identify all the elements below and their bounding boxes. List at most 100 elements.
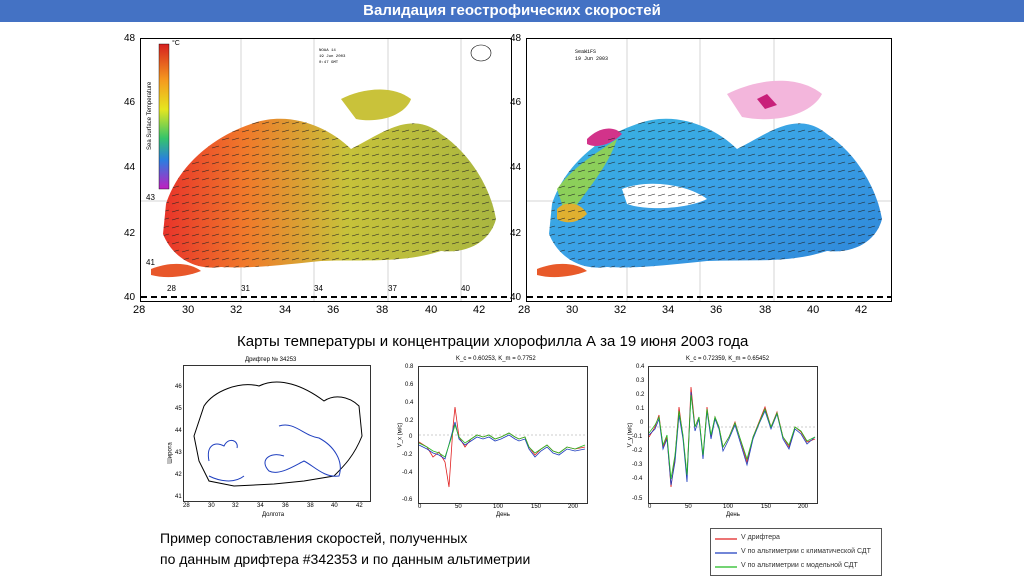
drifter-xlabel: Долгота [262,512,285,518]
chl-stamp-1: SeaWiFS [575,49,596,55]
vy-xtick: 50 [685,504,692,510]
drifter-ytick: 46 [175,384,182,390]
sst-stamp-3: 0:47 GMT [319,61,339,65]
drifter-ytick: 43 [175,450,182,456]
velocity-legend: V дрифтера V по альтиметрии с климатичес… [710,528,882,576]
sst-ytick: 44 [124,162,136,173]
vy-ytick: -0.2 [632,448,643,454]
vx-xtick: 150 [531,504,542,510]
colorbar-label: Sea Surface Temperature [147,81,153,150]
sst-ytick: 42 [124,228,136,239]
vx-ytick: 0.2 [405,418,414,424]
drifter-xtick: 32 [232,503,239,509]
chlorophyll-map-graphic: SeaWiFS 19 Jun 2003 [527,39,891,301]
title-bar [0,0,1024,22]
maps-caption: Карты температуры и концентрации хлорофи… [237,333,749,350]
sst-xtick: 34 [279,304,292,316]
vy-ytick: 0.4 [636,364,645,370]
legend-item-climatic: V по альтиметрии с климатической СДТ [741,548,871,555]
vx-ylabel: V_x (м/с) [397,422,404,448]
sst-stamp-1: NOAA 14 [319,49,336,53]
drifter-xtick: 42 [356,503,363,509]
vx-plot [418,366,588,504]
vy-plot-title: K_c = 0.72359, K_m = 0.65452 [686,356,770,362]
drifter-ytick: 44 [175,428,182,434]
vy-ytick: 0.2 [636,392,645,398]
vy-xtick: 100 [723,504,734,510]
sst-inner-lon-40: 40 [461,284,470,293]
drifter-track-graphic [193,381,363,487]
chl-xtick: 32 [614,304,627,316]
vy-xlabel: День [726,512,740,518]
vx-ytick: -0.4 [402,470,413,476]
sst-inner-lon-28: 28 [167,284,176,293]
vy-xtick: 150 [761,504,772,510]
vy-ytick: 0.3 [636,378,645,384]
drifter-ytick: 45 [175,406,182,412]
vy-ytick: -0.5 [632,496,643,502]
drifter-ylabel: Широта [167,442,174,464]
vy-ytick: -0.3 [632,462,643,468]
vx-xtick: 50 [455,504,462,510]
sst-xtick: 32 [230,304,243,316]
colorbar-unit: °C [172,40,180,47]
vy-ytick: 0.1 [636,406,645,412]
vx-ytick: 0 [409,434,413,440]
vy-ytick: -0.1 [632,434,643,440]
sst-ytick: 41 [146,258,155,267]
example-caption-line1: Пример сопоставления скоростей, полученн… [160,530,468,546]
chl-ytick: 48 [510,33,522,44]
vx-xtick: 0 [418,504,422,510]
sst-inner-lon-34: 34 [314,284,323,293]
sst-map-graphic: NOAA 14 19 Jun 2003 0:47 GMT 28 31 34 37… [141,39,511,301]
vx-ytick: 0.8 [405,364,414,370]
vx-ytick: 0.4 [405,400,414,406]
sst-stamp-2: 19 Jun 2003 [319,55,346,59]
sst-ytick: 48 [124,33,136,44]
chl-xtick: 40 [807,304,820,316]
drifter-xtick: 40 [331,503,338,509]
institute-logo-icon [470,44,492,62]
chl-ytick: 42 [510,228,522,239]
vx-ytick: -0.2 [402,452,413,458]
legend-item-drifter: V дрифтера [741,534,780,541]
chl-xtick: 38 [759,304,772,316]
sst-map: NOAA 14 19 Jun 2003 0:47 GMT 28 31 34 37… [140,38,512,302]
sst-inner-lon-37: 37 [388,284,397,293]
chl-xtick: 28 [518,304,531,316]
vx-plot-title: K_c = 0.60253, K_m = 0.7752 [456,356,536,362]
chl-ytick: 46 [510,97,522,108]
sst-xtick: 38 [376,304,389,316]
drifter-ytick: 42 [175,472,182,478]
sst-ytick: 43 [146,193,155,202]
vy-xtick: 0 [648,504,652,510]
vy-ylabel: V_y (м/с) [627,422,634,448]
chl-ytick: 40 [510,292,522,303]
vy-xtick: 200 [798,504,809,510]
drifter-xtick: 30 [208,503,215,509]
vy-ytick: 0 [640,420,644,426]
drifter-track-plot [183,365,371,502]
sst-ytick: 40 [124,292,136,303]
chl-xtick: 34 [662,304,675,316]
sst-xtick: 42 [473,304,486,316]
chl-stamp-2: 19 Jun 2003 [575,56,608,62]
vx-xtick: 200 [568,504,579,510]
vx-xlabel: День [496,512,510,518]
chl-xtick: 42 [855,304,868,316]
vx-ytick: -0.6 [402,497,413,503]
chl-xtick: 30 [566,304,579,316]
sst-xtick: 40 [425,304,438,316]
chl-xtick: 36 [710,304,723,316]
sst-xtick: 28 [133,304,146,316]
drifter-plot-title: Дрифтер № 34253 [245,357,297,363]
example-caption-line2: по данным дрифтера #342353 и по данным а… [160,551,531,567]
drifter-xtick: 36 [282,503,289,509]
sst-xtick: 36 [327,304,340,316]
vx-ytick: 0.6 [405,382,414,388]
slide-title: Валидация геострофических скоростей [363,2,661,19]
legend-item-model: V по альтиметрии с модельной СДТ [741,562,858,569]
drifter-xtick: 34 [257,503,264,509]
chlorophyll-map: SeaWiFS 19 Jun 2003 [526,38,892,302]
chl-ytick: 44 [510,162,522,173]
